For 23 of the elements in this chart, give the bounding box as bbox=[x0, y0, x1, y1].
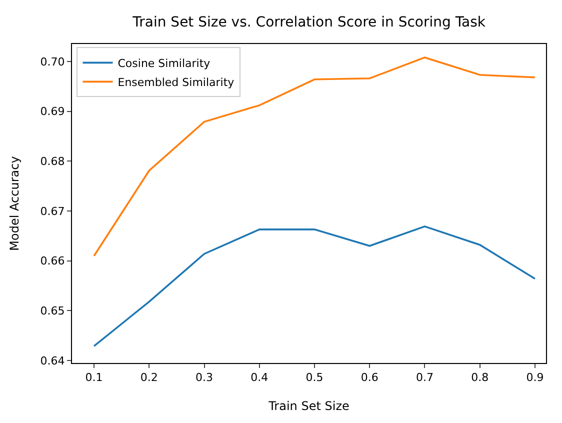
y-tick-label: 0.68 bbox=[40, 154, 65, 168]
x-tick-label: 0.4 bbox=[250, 371, 268, 384]
y-tick-label: 0.70 bbox=[40, 55, 65, 68]
x-tick-label: 0.6 bbox=[360, 371, 378, 384]
x-tick-label: 0.9 bbox=[526, 371, 544, 384]
y-tick-label: 0.64 bbox=[40, 354, 65, 368]
line-series bbox=[93, 226, 536, 347]
x-axis-title: Train Set Size bbox=[268, 399, 350, 414]
legend-label: Ensembled Similarity bbox=[118, 76, 235, 89]
x-tick-label: 0.2 bbox=[140, 371, 158, 384]
x-tick-label: 0.8 bbox=[471, 371, 489, 384]
x-tick-label: 0.3 bbox=[196, 371, 214, 384]
chart-title: Train Set Size vs. Correlation Score in Scoring Task bbox=[132, 14, 486, 31]
x-tick-label: 0.5 bbox=[306, 371, 324, 384]
y-tick-label: 0.65 bbox=[40, 304, 65, 318]
y-tick-label: 0.66 bbox=[40, 254, 65, 268]
legend-label: Cosine Similarity bbox=[118, 56, 211, 70]
y-tick-label: 0.69 bbox=[40, 105, 65, 118]
y-tick-label: 0.67 bbox=[40, 204, 65, 218]
line-series bbox=[93, 56, 536, 257]
x-tick-label: 0.1 bbox=[85, 371, 103, 384]
y-axis-title: Model Accuracy bbox=[8, 156, 22, 251]
x-tick-label: 0.7 bbox=[416, 371, 434, 384]
